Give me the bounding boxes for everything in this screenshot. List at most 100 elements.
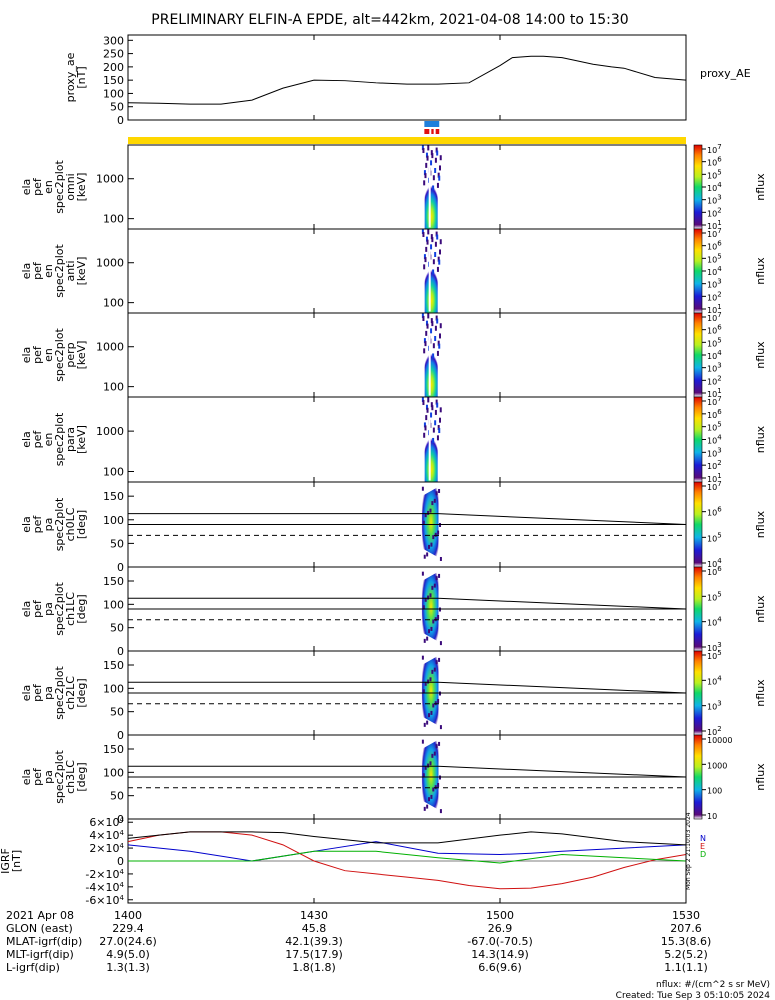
pitch-angle-speckle (424, 513, 427, 518)
x-row-label: L-igrf(dip) (6, 961, 60, 974)
y-tick-label: 100 (103, 87, 124, 100)
pitch-angle-speckle (422, 689, 425, 694)
y-tick-label: 6×104 (89, 816, 124, 829)
perp-ylabel-line: pef (31, 345, 44, 364)
created-timestamp: Created: Tue Sep 3 05:10:05 2024 (616, 991, 771, 1000)
pitch-angle-speckle (430, 794, 433, 799)
colorbar-tick-label: 103 (707, 446, 722, 458)
pitch-angle-speckle (432, 535, 435, 540)
x-row-value: 27.0(24.6) (99, 935, 157, 948)
colorbar-tick-label: 106 (707, 506, 722, 518)
pitch-angle-speckle (435, 660, 438, 665)
pitch-angle-core (421, 739, 439, 810)
pitch-angle-speckle (434, 785, 437, 790)
colorbar-tick-label: 1000 (707, 761, 727, 770)
pitch-angle-core (421, 655, 439, 726)
colorbar-strip (693, 481, 703, 568)
x-row-value: 1530 (672, 909, 700, 922)
colorbar-label: nflux (754, 679, 767, 707)
omni-ylabel-line: omni (64, 173, 77, 200)
spectrogram-speckle (425, 404, 428, 410)
pitch-angle-speckle (434, 617, 437, 622)
spectrogram-speckle (434, 251, 437, 257)
x-row-value: -67.0(-70.5) (467, 935, 533, 948)
spectrogram-speckle (432, 175, 435, 181)
pitch-angle-speckle (431, 585, 434, 590)
para-ylabel-line: pef (31, 430, 44, 449)
spectrogram-speckle (430, 234, 433, 240)
pitch-angle-speckle (431, 669, 434, 674)
ch1LC-ylabel-line: pa (42, 602, 55, 616)
y-tick-label: 0 (117, 114, 124, 127)
spectrogram-gap (428, 418, 431, 481)
spectrogram-speckle (426, 239, 429, 245)
para-ylabel-line: spec2plot (53, 412, 66, 466)
pitch-angle-speckle (429, 677, 432, 682)
colorbar-tick-label: 105 (707, 531, 722, 543)
colorbar-tick-label: 105 (707, 590, 722, 602)
spectrogram-speckle (438, 249, 441, 255)
pitch-angle-speckle (434, 532, 437, 537)
spectrogram-speckle (425, 162, 428, 168)
pitch-angle-speckle (437, 614, 440, 619)
para-ylabel-line: en (42, 433, 55, 447)
x-row-value: 207.6 (670, 922, 702, 935)
pitch-angle-speckle (427, 679, 430, 684)
pitch-angle-speckle (438, 691, 441, 696)
pitch-angle-speckle (437, 698, 440, 703)
ch3LC-ylabel-line: spec2plot (53, 750, 66, 804)
spectrogram-speckle (426, 155, 429, 161)
colorbar-tick-label: 104 (707, 349, 722, 361)
colorbar-strip (693, 144, 703, 230)
colorbar-tick-label: 107 (707, 143, 722, 155)
pitch-angle-speckle (439, 556, 442, 561)
spectrogram-speckle (430, 402, 433, 408)
colorbar-tick-label: 106 (707, 156, 722, 168)
spectrogram-speckle (439, 407, 442, 413)
pitch-angle-speckle (423, 554, 426, 559)
y-tick-label: 150 (103, 74, 124, 87)
spectrogram-speckle (425, 330, 428, 336)
pitch-angle-speckle (439, 725, 442, 730)
spectrogram-speckle (430, 244, 433, 250)
perp-ylabel-line: ela (20, 347, 33, 364)
spectrogram-speckle (424, 425, 427, 431)
spectrogram-speckle (432, 185, 435, 191)
colorbar-tick-label: 104 (707, 265, 722, 277)
pitch-angle-speckle (433, 583, 436, 588)
x-row-value: 1400 (114, 909, 142, 922)
spectrogram-core (424, 352, 438, 397)
pitch-angle-speckle (423, 722, 426, 727)
spectrogram-speckle (430, 150, 433, 156)
spectrogram-core (424, 437, 438, 482)
colorbar-label: nflux (754, 341, 767, 369)
y-tick-label: 150 (103, 659, 124, 672)
panel-ch1LC: 050100150elapefpaspec2plotch1LC[deg]1031… (20, 565, 767, 658)
anti-ylabel-line: en (42, 264, 55, 278)
pitch-angle-speckle (426, 552, 429, 557)
spectrogram-speckle (436, 402, 439, 408)
pitch-angle-speckle (437, 530, 440, 535)
para-ylabel-line: para (64, 427, 77, 452)
x-row-value: 14.3(14.9) (471, 948, 529, 961)
pitch-angle-speckle (428, 797, 431, 802)
igrf-series-E (127, 831, 687, 890)
x-row-value: 17.5(17.9) (285, 948, 343, 961)
panel-ch0LC: 050100150elapefpaspec2plotch0LC[deg]1041… (20, 480, 767, 574)
spectrogram-speckle (437, 340, 440, 346)
ch1LC-ylabel-line: spec2plot (53, 582, 66, 636)
ch0LC-ylabel-line: [deg] (75, 510, 88, 539)
ch3LC-ylabel-line: ela (20, 769, 33, 786)
pitch-angle-speckle (430, 626, 433, 631)
coverage-gap (433, 129, 436, 134)
x-row-value: 4.9(5.0) (106, 948, 150, 961)
pitch-angle-speckle (435, 576, 438, 581)
colorbar-tick-label: 105 (707, 421, 722, 433)
pitch-angle-speckle (435, 491, 438, 496)
ch3LC-colorbar: 10 100 1000 10000 nflux (693, 734, 767, 821)
colorbar-tick-label: 105 (707, 168, 722, 180)
spectrogram-speckle (432, 437, 435, 443)
spectrogram-speckle (436, 435, 439, 441)
